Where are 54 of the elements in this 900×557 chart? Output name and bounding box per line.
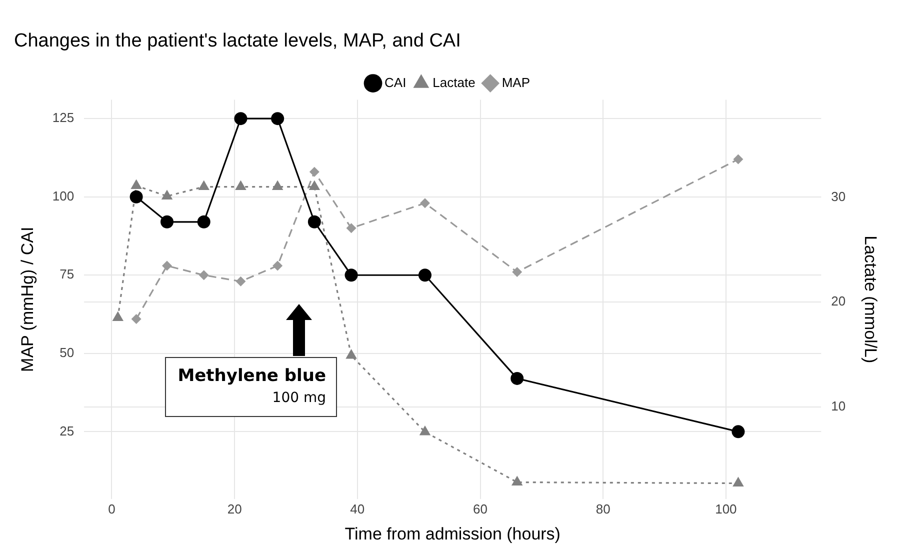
- y2-tick-label: 30: [831, 188, 846, 204]
- point: [130, 190, 143, 204]
- x-tick-label: 60: [473, 501, 488, 516]
- point: [308, 215, 321, 228]
- annotation: Methylene blue: [176, 365, 327, 388]
- point: [271, 112, 284, 126]
- point: [732, 425, 745, 438]
- point: [309, 166, 320, 177]
- y2-tick-label: 10: [831, 398, 846, 414]
- legend-label: CAI: [384, 74, 406, 90]
- y2-tick-label: 20: [831, 294, 846, 309]
- point: [346, 223, 356, 234]
- point: [732, 476, 744, 487]
- point: [308, 180, 320, 190]
- x-tick-label: 40: [350, 501, 365, 516]
- y-tick-label: 75: [60, 266, 74, 282]
- y-tick-label: 25: [60, 423, 74, 438]
- point: [197, 215, 210, 228]
- point: [131, 314, 142, 324]
- y2-axis-title: Lactate (mmol/L): [861, 236, 880, 364]
- x-axis-title: Time from admission (hours): [344, 524, 560, 544]
- point: [236, 276, 246, 286]
- y-tick-label: 100: [52, 188, 74, 204]
- point: [234, 112, 248, 126]
- y-axis-title: MAP (mmHg) / CAI: [18, 226, 37, 372]
- x-tick-label: 80: [596, 501, 610, 516]
- point: [733, 154, 744, 164]
- point: [272, 180, 284, 190]
- x-tick-label: 100: [715, 501, 737, 516]
- annotation: 100 mg: [271, 389, 327, 408]
- x-tick-label: 20: [227, 501, 242, 516]
- legend-label: MAP: [502, 74, 530, 90]
- point: [161, 190, 173, 200]
- chart-title: Changes in the patient's lactate levels, MAP, and CAI: [14, 30, 461, 52]
- point: [235, 180, 246, 190]
- point: [419, 425, 431, 436]
- y-tick-label: 50: [60, 344, 74, 360]
- point: [162, 260, 172, 271]
- point: [512, 267, 522, 278]
- point: [198, 270, 209, 280]
- point: [130, 179, 142, 189]
- point: [272, 260, 283, 271]
- point: [346, 348, 357, 359]
- point: [344, 268, 358, 282]
- point: [198, 180, 210, 190]
- point: [510, 372, 524, 385]
- point: [160, 215, 174, 228]
- point: [112, 311, 124, 321]
- point: [511, 476, 523, 486]
- legend-label: Lactate: [432, 74, 476, 90]
- point: [418, 268, 432, 282]
- x-tick-label: 0: [108, 501, 116, 516]
- y-tick-label: 125: [52, 110, 74, 126]
- point: [420, 198, 430, 208]
